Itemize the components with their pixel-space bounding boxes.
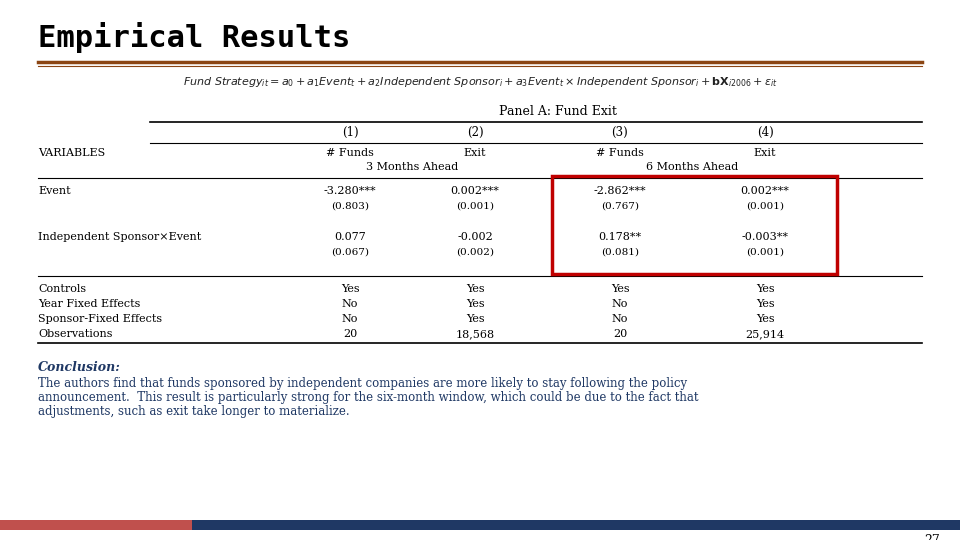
Text: (0.002): (0.002) [456, 248, 494, 257]
Text: 0.002***: 0.002*** [450, 186, 499, 196]
Bar [0, 520, 192, 530]
Text: (0.001): (0.001) [746, 248, 784, 257]
Text: 0.178**: 0.178** [598, 232, 641, 242]
Text: # Funds: # Funds [596, 148, 644, 158]
Text: The authors find that funds sponsored by independent companies are more likely t: The authors find that funds sponsored by… [38, 377, 687, 390]
Text: (2): (2) [467, 126, 483, 139]
Text: 25,914: 25,914 [745, 329, 784, 339]
Text: (4): (4) [756, 126, 774, 139]
Bar [552, 176, 837, 274]
Text: Exit: Exit [464, 148, 487, 158]
Text: VARIABLES: VARIABLES [38, 148, 106, 158]
Text: Yes: Yes [756, 299, 775, 309]
Text: 18,568: 18,568 [455, 329, 494, 339]
Text: Event: Event [38, 186, 71, 196]
Text: (3): (3) [612, 126, 629, 139]
Text: 6 Months Ahead: 6 Months Ahead [646, 162, 738, 172]
Text: Yes: Yes [466, 299, 484, 309]
Text: 20: 20 [343, 329, 357, 339]
Text: Yes: Yes [466, 284, 484, 294]
Text: 0.002***: 0.002*** [740, 186, 789, 196]
Text: (0.081): (0.081) [601, 248, 639, 257]
Text: 27: 27 [924, 534, 940, 540]
Text: Yes: Yes [341, 284, 359, 294]
Text: No: No [612, 314, 628, 324]
Text: (0.803): (0.803) [331, 202, 369, 211]
Text: (0.767): (0.767) [601, 202, 639, 211]
Text: Controls: Controls [38, 284, 86, 294]
Text: 3 Months Ahead: 3 Months Ahead [367, 162, 459, 172]
Text: Year Fixed Effects: Year Fixed Effects [38, 299, 140, 309]
Text: (0.067): (0.067) [331, 248, 369, 257]
Text: 0.077: 0.077 [334, 232, 366, 242]
Text: No: No [342, 299, 358, 309]
Text: (0.001): (0.001) [746, 202, 784, 211]
Text: $Fund\ Strategy_{it} = a_0 + a_1Event_t + a_2Independent\ Sponsor_i + a_3Event_t: $Fund\ Strategy_{it} = a_0 + a_1Event_t … [182, 75, 778, 89]
Text: Empirical Results: Empirical Results [38, 22, 350, 53]
Text: Conclusion:: Conclusion: [38, 361, 121, 374]
Text: Yes: Yes [611, 284, 630, 294]
Text: Panel A: Fund Exit: Panel A: Fund Exit [498, 105, 616, 118]
Text: # Funds: # Funds [326, 148, 374, 158]
Text: -0.003**: -0.003** [741, 232, 788, 242]
Text: Yes: Yes [756, 284, 775, 294]
Text: Independent Sponsor×Event: Independent Sponsor×Event [38, 232, 202, 242]
Text: 20: 20 [612, 329, 627, 339]
Text: Yes: Yes [756, 314, 775, 324]
Text: No: No [612, 299, 628, 309]
Text: -0.002: -0.002 [457, 232, 492, 242]
Text: Exit: Exit [754, 148, 777, 158]
Text: announcement.  This result is particularly strong for the six-month window, whic: announcement. This result is particularl… [38, 391, 699, 404]
Text: -3.280***: -3.280*** [324, 186, 376, 196]
Text: Yes: Yes [466, 314, 484, 324]
Text: Sponsor-Fixed Effects: Sponsor-Fixed Effects [38, 314, 162, 324]
Text: adjustments, such as exit take longer to materialize.: adjustments, such as exit take longer to… [38, 405, 349, 418]
Bar [192, 520, 960, 530]
Text: Observations: Observations [38, 329, 112, 339]
Text: -2.862***: -2.862*** [593, 186, 646, 196]
Text: (1): (1) [342, 126, 358, 139]
Text: (0.001): (0.001) [456, 202, 494, 211]
Text: No: No [342, 314, 358, 324]
